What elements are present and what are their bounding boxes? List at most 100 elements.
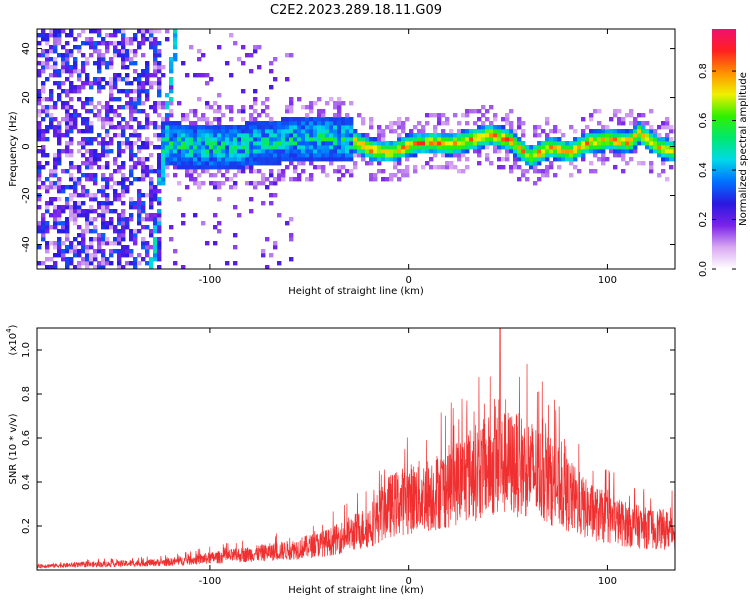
spectrogram-cell (161, 117, 166, 122)
spectrogram-cell (237, 109, 242, 114)
spectrogram-cell (121, 209, 126, 214)
spectrogram-cell (505, 121, 510, 126)
spectrogram-cell (261, 157, 266, 162)
spectrogram-cell (125, 37, 130, 42)
spectrogram-cell (53, 81, 58, 86)
spectrogram-cell (125, 89, 130, 94)
spectrogram-cell (81, 233, 86, 238)
spectrogram-frame (36, 28, 676, 270)
spectrogram-cell (673, 149, 675, 154)
spectrogram-cell (537, 157, 542, 162)
spectrogram-cell (61, 149, 66, 154)
spectrogram-cell (89, 101, 94, 106)
spectrogram-cell (225, 137, 230, 142)
spectrogram-cell (125, 245, 130, 250)
spectrogram-cell (141, 173, 146, 178)
spectrogram-cell (473, 137, 478, 142)
spectrogram-cell (225, 61, 230, 66)
spectrogram-cell (65, 133, 70, 138)
spectrogram-cell (273, 157, 278, 162)
spectrogram-cell (221, 141, 226, 146)
spectrogram-cell (377, 157, 382, 162)
spectrogram-cell (93, 105, 98, 110)
spectrogram-cell (117, 29, 122, 34)
spectrogram-cell (285, 117, 290, 122)
spectrogram-cell (609, 129, 614, 134)
spectrogram-cell (273, 145, 278, 150)
spectrogram-cell (109, 109, 114, 114)
spectrogram-cell (37, 121, 42, 126)
spectrogram-cell (249, 117, 254, 122)
spectrogram-cell (209, 125, 214, 130)
spectrogram-cell (621, 157, 626, 162)
spectrogram-cell (337, 149, 342, 154)
spectrogram-cell (121, 189, 126, 194)
spectrogram-cell (41, 133, 46, 138)
spectrogram-cell (453, 165, 458, 170)
spectrogram-cell (321, 169, 326, 174)
spectrogram-cell (265, 137, 270, 142)
spectrogram-cell (153, 69, 158, 74)
spectrogram-cell (581, 137, 586, 142)
spectrogram-cell (381, 133, 386, 138)
spectrogram-cell (197, 97, 202, 102)
spectrogram-cell (177, 161, 182, 166)
spectrogram-cell (149, 193, 154, 198)
spectrogram-cell (133, 33, 138, 38)
spectrogram-cell (549, 141, 554, 146)
spectrogram-cell (289, 101, 294, 106)
spectrogram-cell (365, 137, 370, 142)
spectrogram-cell (437, 141, 442, 146)
spectrogram-cell (45, 137, 50, 142)
spectrogram-cell (61, 253, 66, 258)
spectrogram-cell (89, 245, 94, 250)
spectrogram-cell (333, 113, 338, 118)
spectrogram-cell (89, 161, 94, 166)
spectrogram-cell (349, 129, 354, 134)
spectrogram-cell (333, 133, 338, 138)
spectrogram-cell (333, 149, 338, 154)
spectrogram-cell (369, 125, 374, 130)
spectrogram-cell (269, 125, 274, 130)
spectrogram-cell (117, 125, 122, 130)
spectrogram-cell (545, 141, 550, 146)
spectrogram-cell (445, 149, 450, 154)
spectrogram-cell (73, 213, 78, 218)
spectrogram-cell (613, 133, 618, 138)
spectrogram-cell (81, 65, 86, 70)
spectrogram-cell (181, 129, 186, 134)
spectrogram-cell (141, 157, 146, 162)
spectrogram-cell (37, 113, 42, 118)
spectrogram-cell (269, 173, 274, 178)
spectrogram-cell (589, 117, 594, 122)
spectrogram-cell (137, 193, 142, 198)
spectrogram-cell (269, 69, 274, 74)
spectrogram-cell (93, 225, 98, 230)
spectrogram-cell (321, 157, 326, 162)
spectrogram-cell (101, 117, 106, 122)
spectrogram-cell (149, 141, 154, 146)
spectrogram-cell (61, 101, 66, 106)
spectrogram-cell (61, 229, 66, 234)
spectrogram-cell (85, 129, 90, 134)
spectrogram-cell (273, 133, 278, 138)
spectrogram-cell (497, 125, 502, 130)
spectrogram-cell (401, 125, 406, 130)
spectrogram-cell (157, 41, 162, 46)
spectrogram-cell (309, 145, 314, 150)
spectrogram-cell (569, 145, 574, 150)
spectrogram-cell (101, 217, 106, 222)
spectrogram-cell (145, 261, 150, 266)
spectrogram-cell (353, 133, 358, 138)
spectrogram-cell (45, 33, 50, 38)
spectrogram-cell (77, 149, 82, 154)
spectrogram-cell (49, 257, 54, 262)
spectrogram-cell (593, 133, 598, 138)
spectrogram-cell (625, 161, 630, 166)
spectrogram-cell (385, 157, 390, 162)
spectrogram-cell (657, 149, 662, 154)
spectrogram-cell (665, 145, 670, 150)
spectrogram-cell (173, 57, 178, 62)
spectrogram-cell (77, 249, 82, 254)
spectrogram-cell (125, 57, 130, 62)
